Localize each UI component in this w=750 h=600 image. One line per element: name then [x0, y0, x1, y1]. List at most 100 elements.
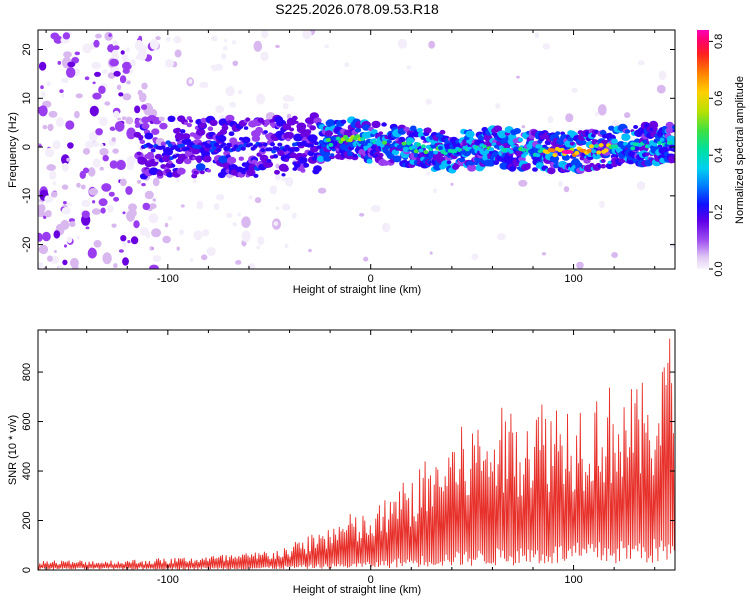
- ridge-blob: [281, 165, 289, 172]
- ridge-blob: [270, 122, 277, 127]
- noise-blob: [61, 207, 71, 215]
- noise-blob: [521, 125, 526, 129]
- noise-blob: [99, 148, 109, 156]
- noise-blob: [119, 75, 127, 84]
- noise-blob: [104, 101, 111, 106]
- ridge-blob: [170, 163, 176, 168]
- noise-blob: [563, 186, 570, 193]
- noise-blob: [565, 113, 574, 123]
- noise-blob: [44, 195, 51, 204]
- noise-blob: [406, 65, 412, 70]
- noise-blob: [52, 181, 57, 185]
- ridge-blob: [272, 154, 279, 159]
- ridge-blob: [410, 125, 417, 131]
- snr-series-line: [38, 338, 675, 570]
- noise-blob: [122, 93, 132, 101]
- noise-blob: [63, 201, 67, 205]
- noise-blob: [534, 32, 540, 39]
- noise-blob: [225, 86, 235, 97]
- ridge-core-blob: [367, 142, 373, 147]
- ridge-core-blob: [613, 144, 619, 149]
- ridge-core-blob: [598, 143, 604, 148]
- noise-blob: [38, 244, 49, 255]
- noise-blob: [95, 128, 103, 136]
- noise-blob: [98, 85, 106, 95]
- ridge-blob: [186, 116, 192, 121]
- ridge-blob: [166, 172, 174, 178]
- noise-blob: [256, 245, 261, 250]
- ridge-blob: [378, 131, 384, 135]
- noise-blob: [235, 260, 242, 265]
- ridge-blob: [196, 159, 202, 164]
- noise-blob: [84, 76, 90, 81]
- noise-blob: [62, 259, 68, 266]
- noise-blob: [59, 89, 64, 93]
- noise-blob: [248, 195, 253, 200]
- ridge-core-blob: [235, 147, 241, 152]
- x-tick-label: 100: [564, 574, 582, 586]
- ridge-core-blob: [223, 147, 229, 152]
- noise-blob: [92, 158, 101, 168]
- noise-blob: [65, 120, 75, 130]
- y-tick-label: 800: [21, 363, 33, 381]
- noise-blob: [241, 216, 251, 228]
- noise-blob: [50, 191, 58, 198]
- noise-blob: [60, 93, 65, 98]
- ridge-blob: [271, 149, 277, 154]
- noise-blob: [133, 220, 140, 229]
- ridge-blob: [611, 138, 618, 144]
- ridge-blob: [217, 134, 227, 143]
- ridge-blob: [599, 130, 607, 136]
- noise-blob: [359, 212, 365, 217]
- ridge-core-blob: [148, 144, 154, 149]
- ridge-blob: [362, 124, 371, 131]
- noise-blob: [126, 47, 130, 53]
- ridge-core-blob: [328, 142, 334, 147]
- ridge-core-blob: [657, 141, 663, 145]
- ridge-core-blob: [313, 141, 319, 146]
- noise-blob: [66, 202, 72, 207]
- noise-blob: [38, 210, 46, 218]
- noise-blob: [282, 94, 293, 102]
- ridge-blob: [307, 119, 315, 125]
- ridge-blob: [195, 155, 204, 162]
- ridge-blob: [652, 123, 659, 128]
- ridge-core-blob: [382, 140, 387, 145]
- noise-blob: [81, 210, 90, 219]
- ridge-blob: [238, 156, 244, 161]
- noise-blob: [43, 215, 47, 219]
- ridge-core-blob: [642, 139, 648, 144]
- ridge-blob: [309, 125, 317, 131]
- noise-blob: [122, 242, 127, 247]
- y-tick-label: 0: [21, 567, 33, 573]
- noise-blob: [74, 110, 80, 119]
- noise-blob: [428, 40, 436, 49]
- ridge-core-blob: [267, 147, 273, 152]
- noise-blob: [173, 35, 182, 44]
- noise-blob: [56, 117, 65, 127]
- ridge-core-blob: [420, 144, 426, 149]
- y-tick-label: 200: [21, 511, 33, 529]
- ridge-blob: [668, 155, 675, 163]
- noise-blob: [66, 157, 71, 162]
- noise-blob: [38, 262, 44, 268]
- ridge-blob: [446, 160, 452, 165]
- ridge-blob: [207, 126, 214, 131]
- noise-blob: [113, 45, 120, 51]
- ridge-blob: [218, 155, 229, 164]
- ridge-core-blob: [671, 141, 675, 145]
- noise-blob: [541, 252, 547, 256]
- colorbar-tick-label: 0.6: [713, 91, 725, 106]
- ridge-core-blob: [335, 136, 341, 141]
- noise-blob: [216, 194, 225, 201]
- noise-blob: [176, 177, 180, 182]
- ridge-core-blob: [175, 147, 181, 152]
- ridge-blob: [633, 125, 639, 129]
- x-tick-label: 0: [368, 574, 374, 586]
- ridge-blob: [281, 173, 286, 177]
- ridge-blob: [487, 161, 495, 167]
- noise-blob: [108, 191, 115, 197]
- noise-blob: [71, 57, 80, 64]
- snr-y-axis-title: SNR (10 * v/v): [7, 415, 19, 485]
